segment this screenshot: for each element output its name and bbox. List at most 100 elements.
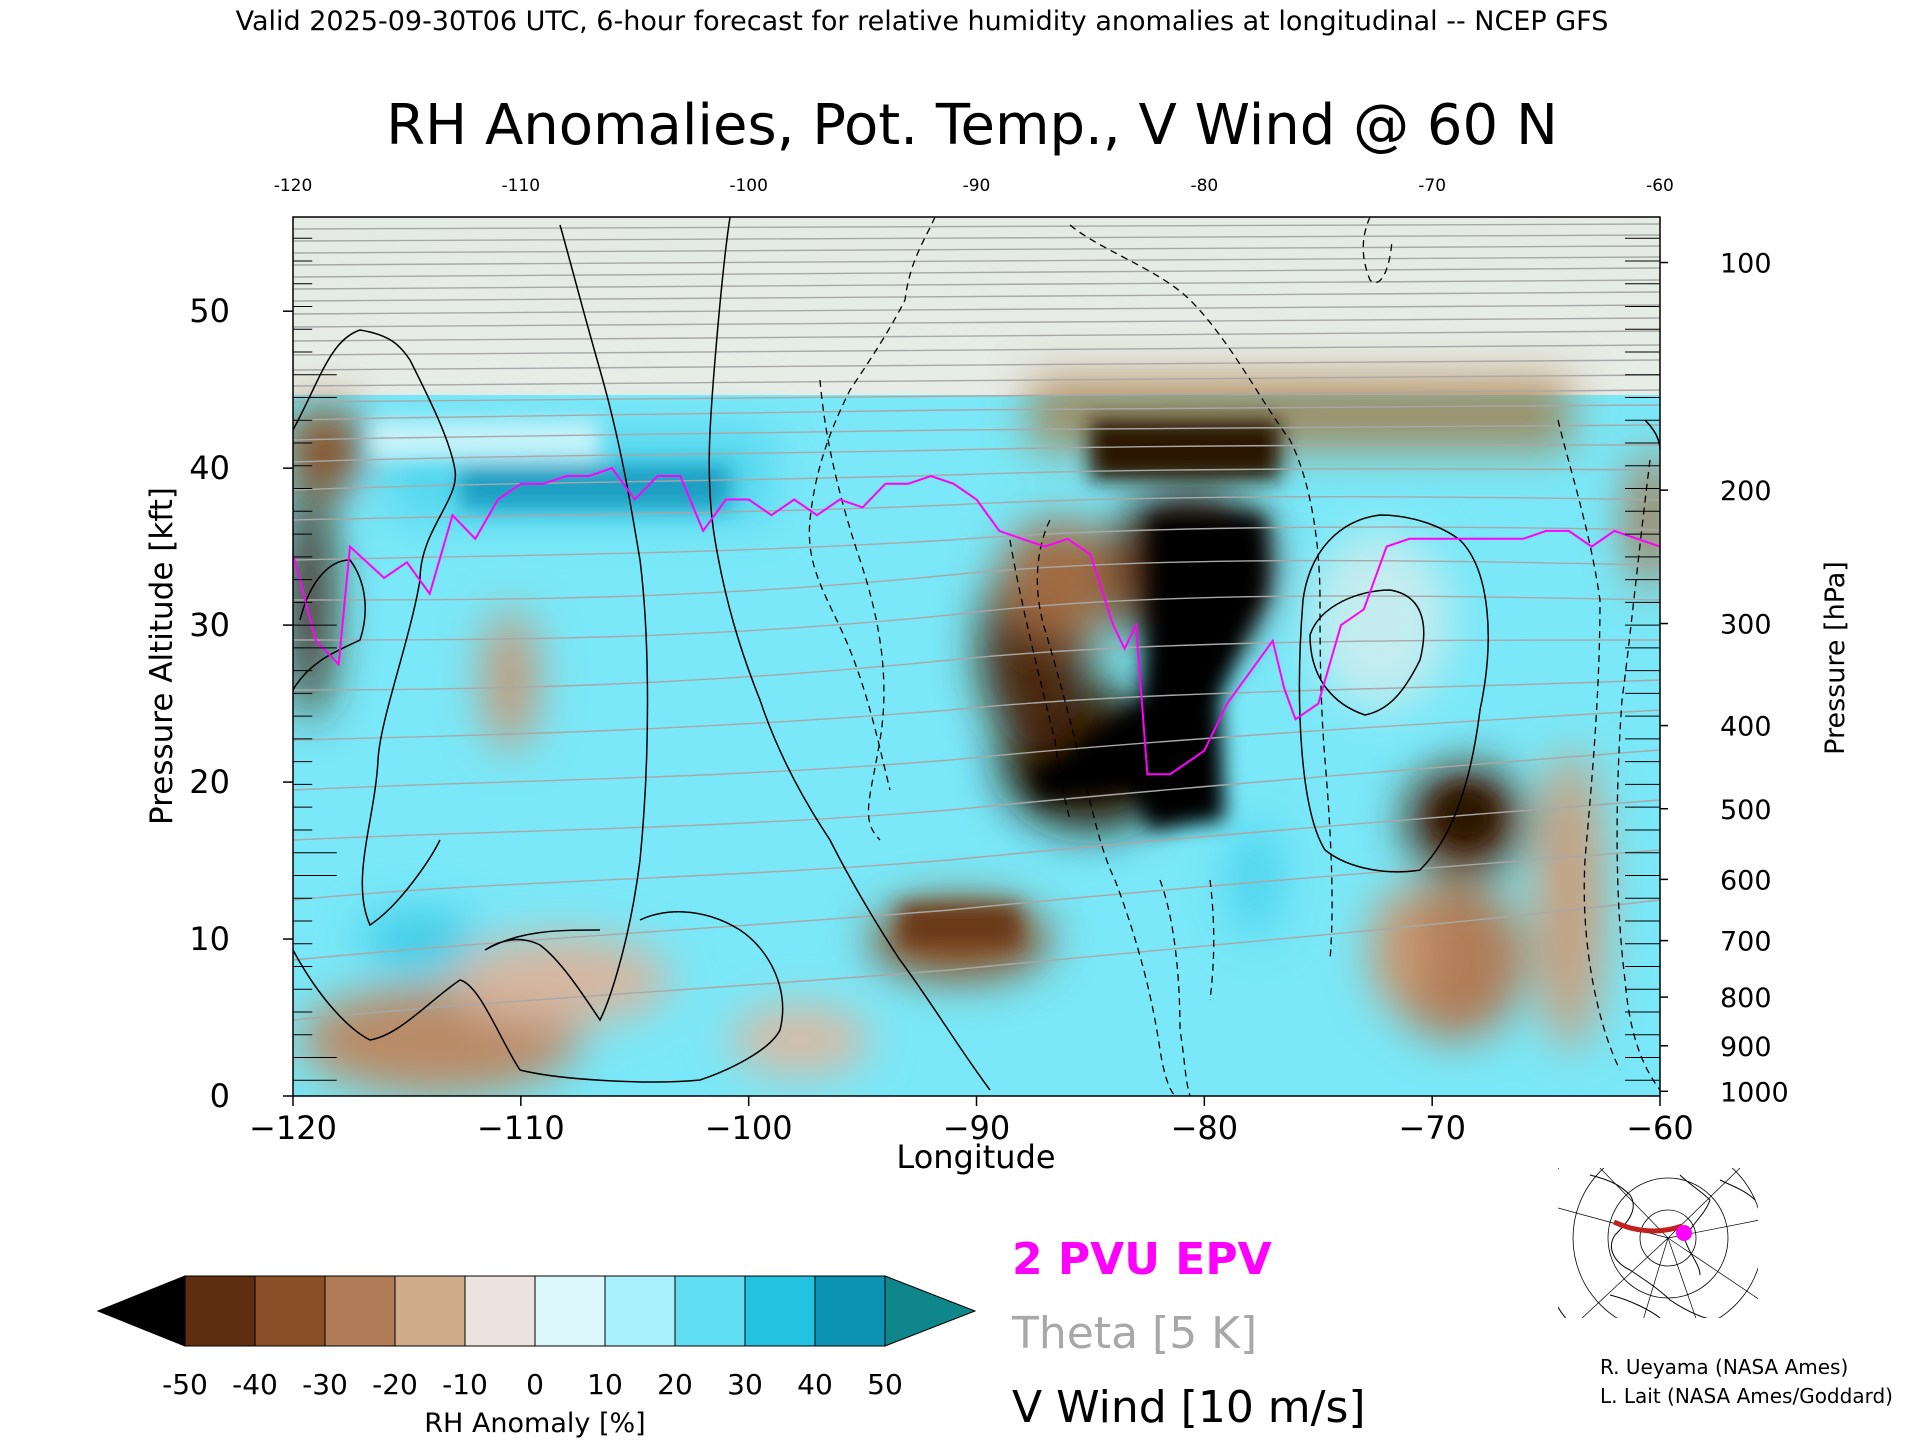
vwind-contour [1069,224,1333,961]
x-top-tick-label: -70 [1418,176,1446,196]
pressure-tick-label: 1000 [1720,1077,1789,1108]
colorbar-swatch [254,1275,326,1347]
rh-field [293,217,1660,1096]
vwind-contour [1159,879,1191,1096]
vwind-contour [808,217,936,791]
rh-blob [1628,450,1660,590]
y-axis-left: 0 10 20 30 40 50 [189,292,293,1115]
rh-blob [482,610,538,750]
stratosphere-band [293,217,1660,395]
chart-title: RH Anomalies, Pot. Temp., V Wind @ 60 N [386,93,1558,158]
rh-blob [730,1005,870,1075]
vwind-contour [1309,589,1425,716]
colorbar-tick-label: 0 [526,1368,544,1401]
pressure-tick-label: 800 [1720,983,1772,1014]
colorbar-tick-label: -30 [302,1368,348,1401]
rh-blob [460,465,730,510]
y-tick-label: 0 [210,1077,230,1115]
vwind-contour [708,217,991,1091]
pressure-tick-label: 200 [1720,476,1772,507]
colorbar-swatch [184,1275,256,1347]
colorbar-tick-label: 20 [657,1368,693,1401]
theta-contour [293,849,1660,961]
theta-contour [293,468,1660,491]
colorbar-swatch [604,1275,676,1347]
theta-contour [293,359,1660,371]
colorbar-tick-label: -20 [372,1368,418,1401]
pressure-tick-label: 600 [1720,865,1772,896]
rh-blob [1000,520,1120,640]
vwind-contour [1009,539,1071,821]
colorbar-tick-label: 40 [797,1368,833,1401]
theta-contour [293,279,1660,290]
rh-blob [293,405,365,495]
pressure-tick-label: 300 [1720,610,1772,641]
map-graticule [1639,1209,1697,1267]
map-coastlines [1589,1174,1756,1318]
credit-1: R. Ueyama (NASA Ames) [1600,1355,1848,1379]
x-top-tick-label: -120 [274,176,313,196]
theta-contour [293,709,1660,791]
y-tick-label: 40 [189,449,230,487]
legend-vwind: V Wind [10 m/s] [1012,1382,1366,1433]
epv-2pvu-line [293,466,1660,776]
theta-contour [293,595,1660,641]
theta-contour [293,559,1660,601]
y-tick-label: 50 [189,292,230,330]
theta-contour [293,799,1660,901]
x-tick-label: −60 [1626,1109,1694,1147]
vwind-contour [293,911,784,1083]
x-axis-bottom: −120 −110 −100 −90 −80 −70 −60 [249,1096,1694,1147]
y-tick-label: 20 [189,763,230,801]
x-tick-label: −70 [1398,1109,1466,1147]
vwind-contour [293,329,457,927]
map-location-marker [1676,1225,1692,1241]
colorbar-label: RH Anomaly [%] [424,1408,645,1439]
contour-legend: 2 PVU EPV Theta [5 K] V Wind [10 m/s] [1011,1234,1366,1433]
pressure-tick-label: 500 [1720,795,1772,826]
vwind-contour [1362,217,1393,284]
colorbar-swatch [464,1275,536,1347]
theta-contour [293,899,1660,1021]
x-axis-top: -120 -110 -100 -90 -80 -70 -60 [274,176,1674,196]
theta-contour [293,374,1660,387]
theta-contour [293,256,1660,266]
colorbar-tick-label: 10 [587,1368,623,1401]
colorbar-high-extend [884,1275,977,1347]
rh-blob [1310,530,1450,710]
rh-blob [370,420,600,460]
rh-blob [450,935,670,1025]
y-tick-label: 30 [189,606,230,644]
theta-contour [293,404,1660,421]
colorbar-low-extend [96,1275,186,1347]
x-tick-label: −90 [943,1109,1011,1147]
rh-blob [900,905,1020,945]
pressure-tick-label: 400 [1720,712,1772,743]
vwind-contours-negative [808,217,1660,1096]
y-axis-label-right: Pressure [hPa] [1820,561,1851,755]
x-top-tick-label: -110 [502,176,541,196]
map-cross-section-line [1612,1219,1683,1234]
x-axis-label: Longitude [896,1138,1055,1176]
credit-2: L. Lait (NASA Ames/Goddard) [1600,1384,1893,1408]
vwind-contour [1557,419,1621,1071]
x-top-tick-label: -60 [1646,176,1674,196]
pressure-tick-label: 900 [1720,1032,1772,1063]
x-tick-label: −80 [1171,1109,1239,1147]
theta-contour [293,389,1660,403]
colorbar-tick-label: -50 [162,1368,208,1401]
theta-contour [293,223,1660,230]
rh-blob [360,910,480,970]
theta-contour [293,291,1660,302]
y-axis-label-left: Pressure Altitude [kft] [144,487,180,825]
x-top-tick-label: -80 [1190,176,1218,196]
colorbar-tick-label: 50 [867,1368,903,1401]
rh-blob [1535,750,1605,1050]
colorbar: -50 -40 -30 -20 -10 0 10 20 30 40 50 RH Anomaly [%… [96,1275,977,1439]
legend-theta: Theta [5 K] [1011,1308,1257,1359]
vwind-contour [1209,879,1215,1001]
vwind-contour [819,379,885,841]
colorbar-swatch [814,1275,886,1347]
plot-area [292,216,1661,1097]
theta-contour [293,496,1660,521]
